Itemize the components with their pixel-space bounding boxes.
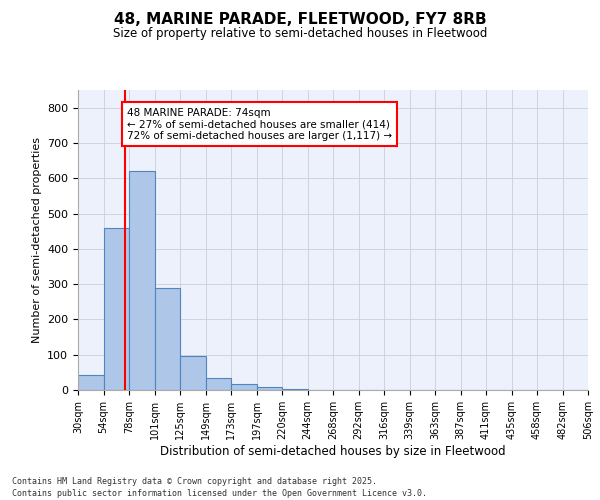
- Text: Contains HM Land Registry data © Crown copyright and database right 2025.
Contai: Contains HM Land Registry data © Crown c…: [12, 476, 427, 498]
- Bar: [180, 356, 205, 390]
- Bar: [78, 375, 104, 390]
- Bar: [155, 288, 180, 390]
- Bar: [205, 378, 231, 390]
- Text: 48 MARINE PARADE: 74sqm
← 27% of semi-detached houses are smaller (414)
72% of s: 48 MARINE PARADE: 74sqm ← 27% of semi-de…: [127, 108, 392, 141]
- X-axis label: Distribution of semi-detached houses by size in Fleetwood: Distribution of semi-detached houses by …: [160, 444, 506, 458]
- Bar: [104, 228, 129, 390]
- Bar: [231, 384, 257, 390]
- Text: 48, MARINE PARADE, FLEETWOOD, FY7 8RB: 48, MARINE PARADE, FLEETWOOD, FY7 8RB: [113, 12, 487, 28]
- Y-axis label: Number of semi-detached properties: Number of semi-detached properties: [32, 137, 41, 343]
- Bar: [282, 389, 308, 390]
- Bar: [257, 387, 282, 390]
- Text: Size of property relative to semi-detached houses in Fleetwood: Size of property relative to semi-detach…: [113, 28, 487, 40]
- Bar: [129, 171, 155, 390]
